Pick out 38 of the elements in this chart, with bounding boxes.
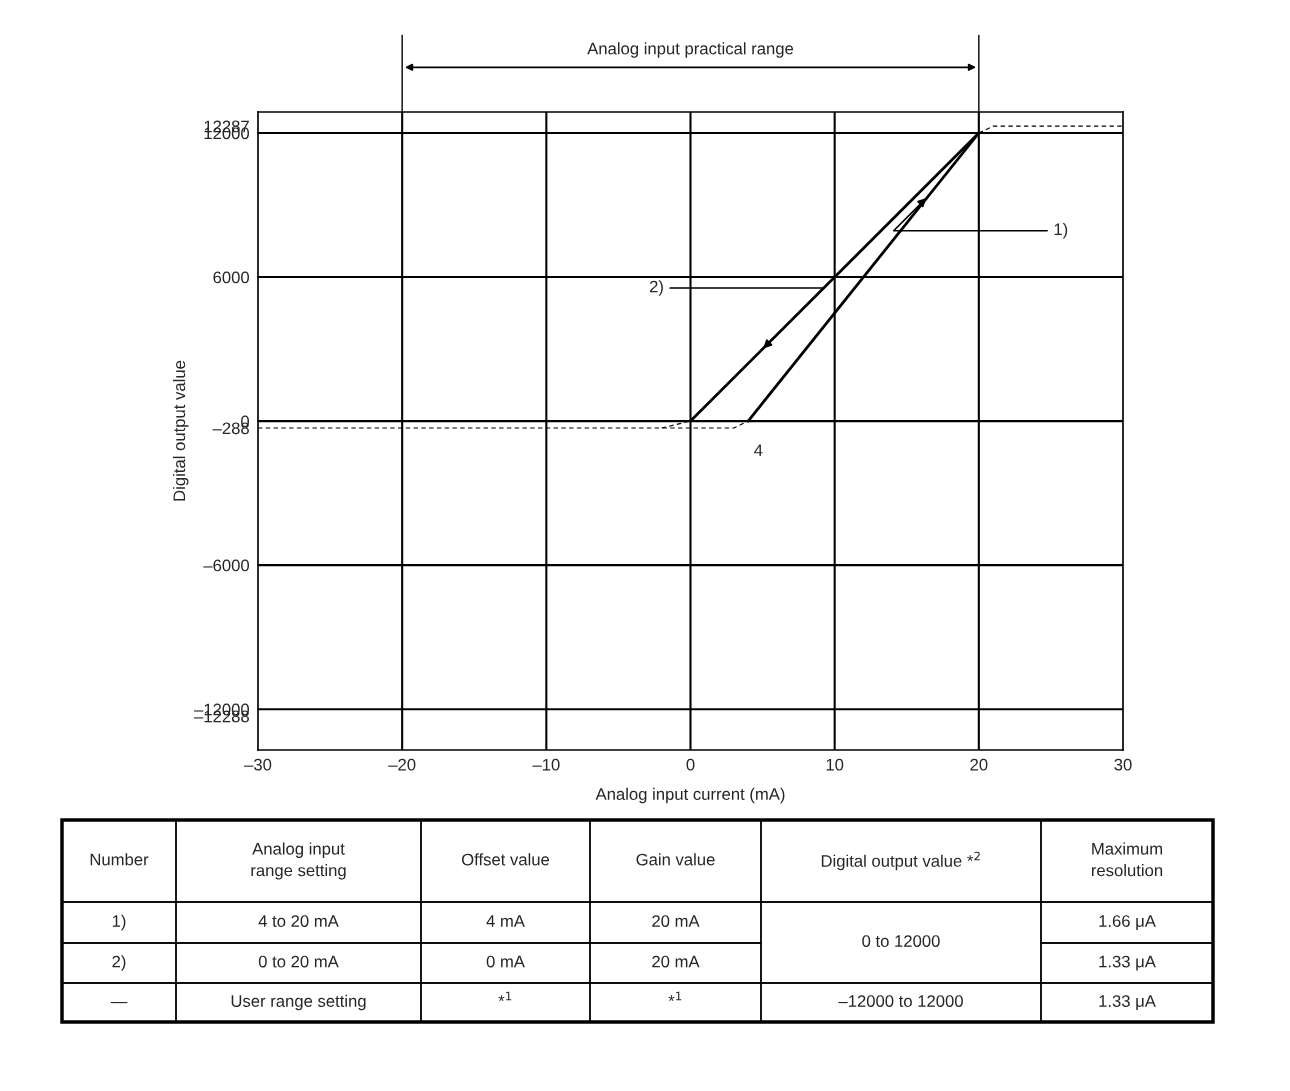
category-label: Number bbox=[90, 853, 149, 866]
text: 1.33 μA bbox=[1099, 995, 1156, 1011]
text: 1.66 μA bbox=[1099, 915, 1156, 931]
category-label: Gain value bbox=[636, 853, 715, 866]
text: *$^{1}$ bbox=[668, 991, 682, 1002]
text: 1) bbox=[112, 914, 126, 931]
x-tick-label: –20 bbox=[388, 758, 416, 771]
text: 0 to 12000 bbox=[862, 935, 940, 947]
annotation: 4 bbox=[754, 444, 763, 456]
text: 2) bbox=[112, 955, 126, 971]
x-tick-label: –10 bbox=[532, 758, 560, 771]
text: *$^{1}$ bbox=[498, 991, 512, 1002]
category-label: Analog input range setting bbox=[251, 842, 346, 880]
category-label: Digital output value *$^{2}$ bbox=[821, 851, 980, 871]
x-tick-label: –30 bbox=[244, 758, 272, 771]
text: 4 to 20 mA bbox=[258, 915, 339, 927]
x-tick-label: 20 bbox=[970, 758, 988, 771]
annotation: 1) bbox=[1054, 222, 1068, 239]
text: — bbox=[110, 1002, 128, 1004]
category-label: Offset value bbox=[461, 853, 550, 866]
category-label: Maximum resolution bbox=[1091, 842, 1163, 877]
annotation: 2) bbox=[649, 280, 663, 296]
y-tick-label: –6000 bbox=[203, 559, 250, 572]
y-tick-label: 6000 bbox=[213, 271, 250, 284]
text: 0 to 20 mA bbox=[258, 955, 339, 968]
text: 1.33 μA bbox=[1099, 955, 1156, 971]
text: 4 mA bbox=[486, 915, 525, 927]
text: 20 mA bbox=[652, 955, 700, 968]
text: 0 mA bbox=[486, 955, 525, 968]
text: Analog input practical range bbox=[587, 42, 794, 58]
x-axis-title: Analog input current (mA) bbox=[595, 787, 785, 804]
x-tick-label: 0 bbox=[686, 758, 695, 771]
y-axis-title: Digital output value bbox=[172, 360, 189, 501]
text: User range setting bbox=[231, 994, 366, 1011]
text: –12000 to 12000 bbox=[838, 995, 963, 1007]
text: 20 mA bbox=[652, 915, 700, 927]
x-tick-label: 30 bbox=[1114, 758, 1132, 771]
x-tick-label: 10 bbox=[826, 758, 844, 771]
